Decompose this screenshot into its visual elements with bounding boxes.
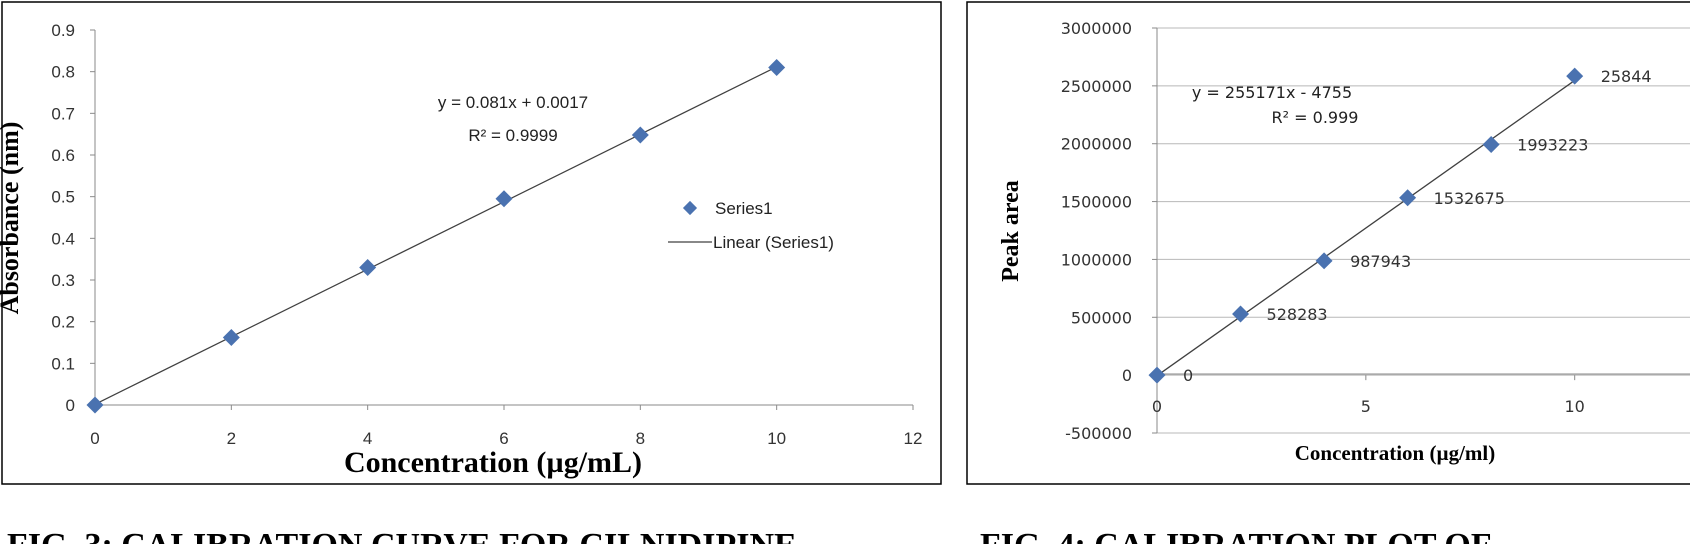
trendline: [94, 66, 777, 405]
y-tick-label: 0.2: [51, 313, 75, 332]
chart-2-data-labels: 0 528283 987943 1532675 1993223 25844: [1183, 67, 1652, 385]
x-tick-label: 0: [90, 429, 99, 448]
y-tick-label: 0.1: [51, 354, 75, 373]
y-tick-label: 0: [1122, 366, 1132, 385]
chart-2-y-axis-label: Peak area: [998, 180, 1024, 282]
chart-1-frame: [1, 1, 942, 485]
y-tick-label: 0.8: [51, 63, 75, 82]
y-tick-label: 0.6: [51, 146, 75, 165]
data-label: 1993223: [1517, 135, 1588, 154]
data-point: [495, 190, 513, 208]
y-tick-label: 0.3: [51, 271, 75, 290]
chart-2-trendline-group: [1156, 79, 1576, 377]
y-tick-label: 1500000: [1061, 193, 1132, 212]
chart-1-equation: y = 0.081x + 0.0017: [438, 93, 588, 112]
chart-2-equation: y = 255171x - 4755: [1192, 83, 1352, 102]
y-tick-label: 3000000: [1061, 19, 1132, 38]
figure-4-caption: FIG. 4: CALIBRATION PLOT OF: [980, 527, 1492, 544]
trendline: [1156, 79, 1576, 377]
data-label: 528283: [1267, 305, 1328, 324]
data-point: [86, 396, 104, 414]
x-tick-label: 0: [1152, 397, 1162, 416]
data-point: [631, 126, 649, 144]
y-tick-label: 0.4: [51, 229, 75, 248]
data-label: 0: [1183, 366, 1193, 385]
x-tick-label: 10: [767, 429, 786, 448]
chart-1-y-ticks: 0 0.1 0.2 0.3 0.4 0.5 0.6 0.7 0.8 0.9: [51, 21, 95, 415]
chart-1-legend: Series1 Linear (Series1): [668, 199, 834, 252]
x-tick-label: 12: [904, 429, 923, 448]
y-tick-label: 0: [66, 396, 75, 415]
x-tick-label: 10: [1565, 397, 1585, 416]
y-tick-label: 2000000: [1061, 135, 1132, 154]
chart-2-frame: [966, 1, 1690, 485]
x-tick-label: 6: [499, 429, 508, 448]
chart-2-r-squared: R² = 0.999: [1272, 108, 1359, 127]
data-point: [359, 259, 377, 276]
y-tick-label: -500000: [1065, 424, 1132, 443]
data-label: 25844: [1601, 67, 1652, 86]
data-point: [222, 329, 240, 346]
y-tick-label: 0.9: [51, 21, 75, 40]
x-tick-label: 5: [1361, 397, 1371, 416]
chart-1-x-axis-label: Concentration (µg/mL): [344, 446, 642, 479]
chart-1-points: [86, 59, 786, 414]
chart-1-r-squared: R² = 0.9999: [468, 126, 557, 145]
legend-marker-icon: [682, 200, 698, 216]
chart-2: -500000 0 500000 1000000 1500000 2000000 25000…: [966, 1, 1690, 485]
chart-2-y-ticks: -500000 0 500000 1000000 1500000 2000000 25000…: [1061, 19, 1157, 443]
y-tick-label: 0.5: [51, 188, 75, 207]
chart-2-x-axis-label: Concentration (µg/ml): [1295, 441, 1495, 465]
chart-1: 0 0.1 0.2 0.3 0.4 0.5 0.6 0.7 0.8 0.9 0 2 4 6 8 10 12 y…: [0, 1, 942, 485]
figure-3-caption: FIG. 3: CALIBRATION CURVE FOR CILNIDIPIN…: [7, 527, 797, 544]
legend-trendline-label: Linear (Series1): [713, 233, 834, 252]
chart-1-x-ticks: 0 2 4 6 8 10 12: [90, 405, 922, 448]
x-tick-label: 8: [636, 429, 645, 448]
legend-series-label: Series1: [715, 199, 773, 218]
x-tick-label: 4: [363, 429, 372, 448]
data-label: 987943: [1350, 252, 1411, 271]
y-tick-label: 0.7: [51, 104, 75, 123]
y-tick-label: 1000000: [1061, 250, 1132, 269]
y-tick-label: 500000: [1071, 308, 1132, 327]
data-label: 1532675: [1434, 189, 1505, 208]
chart-2-gridlines: [1157, 27, 1690, 434]
data-point: [768, 59, 786, 76]
chart-1-y-axis-label: Absorbance (nm): [0, 122, 24, 315]
chart-1-trendline-group: [94, 66, 777, 405]
y-tick-label: 2500000: [1061, 77, 1132, 96]
x-tick-label: 2: [227, 429, 236, 448]
